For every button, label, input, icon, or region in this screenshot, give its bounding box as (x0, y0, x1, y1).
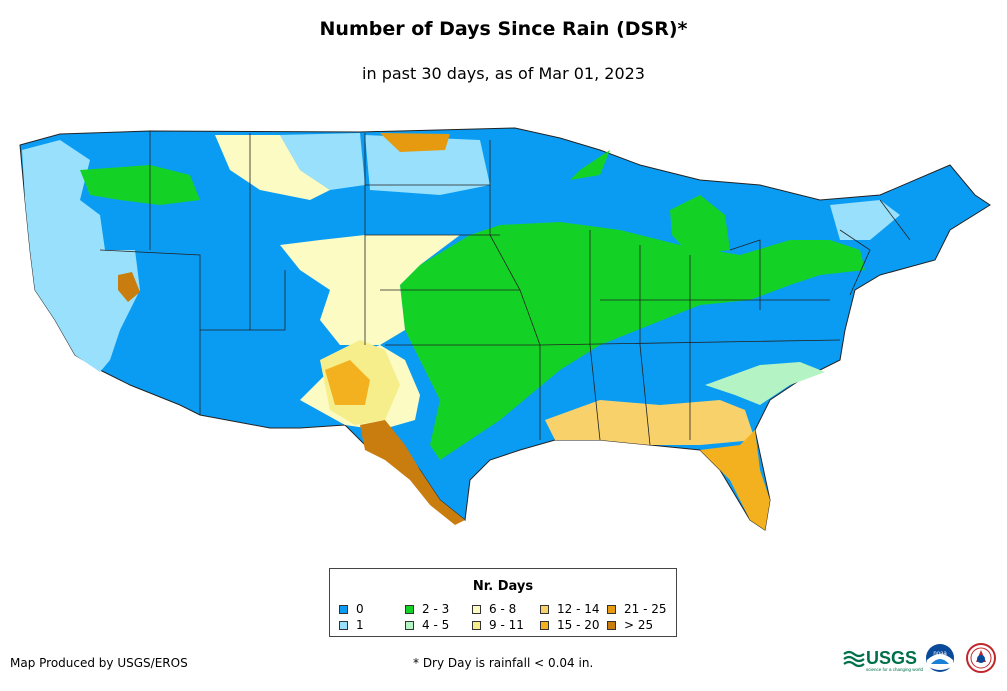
legend-label-9: > 25 (624, 618, 654, 632)
noaa-logo-icon: noaa (926, 644, 954, 672)
legend-label-2: 2 - 3 (422, 602, 450, 616)
zone-1day-west (22, 140, 140, 372)
legend-swatch-4 (472, 605, 481, 614)
zone-over-25days-southtexas (360, 420, 465, 525)
usgs-logo-tagline: science for a changing world (866, 667, 924, 672)
legend-swatch-8 (607, 605, 616, 614)
zone-6-8days-plains (280, 235, 460, 345)
zone-over-25days-northdakota (380, 133, 450, 152)
noaa-logo-text: noaa (933, 651, 947, 657)
dry-day-note: * Dry Day is rainfall < 0.04 in. (413, 656, 594, 670)
zone-15-20days-newmexico (325, 360, 370, 405)
map-title: Number of Days Since Rain (DSR)* (319, 18, 688, 40)
usgs-logo-icon: USGS science for a changing world (843, 648, 924, 672)
us-dsr-map (19, 127, 991, 531)
legend-title: Nr. Days (472, 579, 534, 594)
zone-12-14days-gulf (545, 400, 755, 445)
legend-swatch-0 (339, 605, 348, 614)
legend-label-4: 6 - 8 (489, 602, 517, 616)
legend-swatch-7 (540, 621, 549, 630)
zone-2-3days-wisconsin (570, 150, 610, 180)
nws-logo-icon (966, 643, 996, 673)
legend-label-3: 4 - 5 (422, 618, 450, 632)
map-subtitle: in past 30 days, as of Mar 01, 2023 (362, 64, 645, 83)
usgs-logo-text: USGS (866, 648, 917, 668)
zone-2-3days-northwest (80, 165, 200, 205)
legend-swatch-5 (472, 621, 481, 630)
legend-swatch-2 (405, 605, 414, 614)
zone-over-25days-nevada (118, 272, 140, 302)
zone-1day-northeast (830, 200, 900, 240)
state-boundaries (99, 131, 911, 446)
legend-label-6: 12 - 14 (557, 602, 600, 616)
legend-label-5: 9 - 11 (489, 618, 524, 632)
zone-15-20days-florida (700, 430, 770, 530)
legend-box: Nr. Days 0 1 2 - 3 4 - 5 6 - 8 9 - 11 12… (329, 568, 677, 637)
zone-6-8days-montana (215, 135, 330, 200)
legend-swatch-3 (405, 621, 414, 630)
map-credit: Map Produced by USGS/EROS (10, 656, 188, 670)
zone-2-3days-michigan (670, 195, 730, 255)
legend-label-8: 21 - 25 (624, 602, 667, 616)
legend-swatch-6 (540, 605, 549, 614)
zone-1day-montana (280, 133, 365, 190)
zone-1day-southeast (705, 362, 825, 405)
agency-logos: USGS science for a changing world noaa (843, 643, 996, 673)
zone-2-3days-central (400, 222, 865, 460)
legend-label-7: 15 - 20 (557, 618, 600, 632)
legend-swatch-1 (339, 621, 348, 630)
legend-label-1: 1 (356, 618, 364, 632)
legend-label-0: 0 (356, 602, 364, 616)
legend-swatch-9 (607, 621, 616, 630)
zone-1day-northdakota (365, 135, 490, 195)
